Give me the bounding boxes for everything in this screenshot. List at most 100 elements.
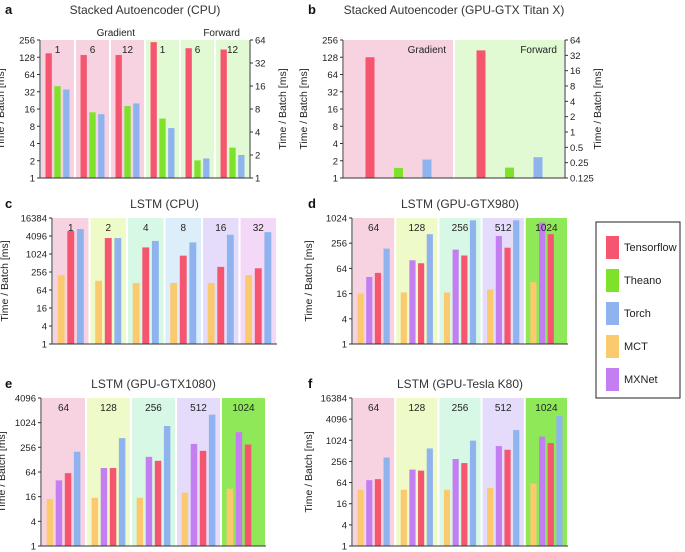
bar-torch xyxy=(469,220,477,344)
bar-torch xyxy=(114,238,122,344)
bar-torch xyxy=(63,89,70,178)
group-label: 1 xyxy=(160,45,166,56)
y-tick-label: 1024 xyxy=(15,418,36,429)
y-tick-label: 64 xyxy=(336,478,347,489)
bar-mxnet xyxy=(538,436,546,546)
y2-tick-label: 32 xyxy=(570,51,581,62)
y-tick-label: 64 xyxy=(25,468,36,479)
y-tick-label: 32 xyxy=(24,87,35,98)
bar-torch xyxy=(208,414,216,546)
group-label: 8 xyxy=(180,223,186,234)
bar-mct xyxy=(95,280,103,344)
bar-theano xyxy=(89,112,96,178)
panel-letter: b xyxy=(308,2,316,17)
y-tick-label: 64 xyxy=(36,286,47,297)
y-tick-label: 4096 xyxy=(15,394,36,405)
bar-tensorflow xyxy=(547,443,554,546)
y2-tick-label: 64 xyxy=(255,36,266,47)
y2-tick-label: 0.125 xyxy=(570,174,594,185)
group-label: 64 xyxy=(368,403,380,414)
bar-mxnet xyxy=(495,236,502,344)
group-label: 64 xyxy=(368,223,380,234)
y-tick-label: 4 xyxy=(31,517,36,528)
y-tick-label: 8 xyxy=(30,122,35,133)
y2-tick-label: 32 xyxy=(255,59,266,70)
bar-tensorflow xyxy=(185,48,192,178)
bar-tensorflow xyxy=(418,470,425,546)
y-axis-label: Time / Batch [ms] xyxy=(303,240,315,321)
legend-label: Torch xyxy=(624,308,651,320)
y-tick-label: 2 xyxy=(30,156,35,167)
y-axis-label: Time / Batch [ms] xyxy=(0,431,8,512)
bar-tensorflow xyxy=(461,255,468,344)
bar-mxnet xyxy=(495,446,502,546)
group-label: 64 xyxy=(58,403,70,414)
bar-theano xyxy=(505,167,514,178)
y-tick-label: 256 xyxy=(20,443,36,454)
group-label: 6 xyxy=(195,45,201,56)
bar-torch xyxy=(383,457,390,546)
bar-mct xyxy=(91,497,99,546)
group-label: 512 xyxy=(495,403,512,414)
y-tick-label: 16 xyxy=(327,105,338,116)
bar-tensorflow xyxy=(504,449,511,546)
group-label: 128 xyxy=(100,403,117,414)
y-tick-label: 1024 xyxy=(26,250,47,261)
bar-torch xyxy=(203,158,210,178)
panel-letter: c xyxy=(5,196,12,211)
y-tick-label: 16 xyxy=(336,289,347,300)
y-tick-label: 256 xyxy=(31,268,47,279)
bar-tensorflow xyxy=(504,247,511,344)
y-tick-label: 1 xyxy=(333,174,338,185)
bar-mxnet xyxy=(452,459,459,546)
bar-mct xyxy=(400,292,407,344)
bar-tensorflow xyxy=(142,247,150,344)
bar-mct xyxy=(443,292,451,344)
bar-torch xyxy=(168,128,175,178)
y-tick-label: 4096 xyxy=(326,415,347,426)
bar-tensorflow xyxy=(67,231,75,344)
panel-letter: e xyxy=(5,376,12,391)
bar-mxnet xyxy=(366,480,373,546)
y-tick-label: 16 xyxy=(36,304,47,315)
bar-tensorflow xyxy=(547,234,554,344)
group-label: 128 xyxy=(408,223,425,234)
group-label: 1024 xyxy=(232,403,255,414)
legend-swatch-mxnet xyxy=(606,368,619,391)
group-label: 16 xyxy=(215,223,227,234)
bar-theano xyxy=(54,86,61,178)
bar-tensorflow xyxy=(244,444,252,546)
y-tick-label: 64 xyxy=(336,264,347,275)
bar-torch xyxy=(98,114,105,178)
legend-label: MXNet xyxy=(624,374,658,386)
group-label: 256 xyxy=(145,403,162,414)
y-tick-label: 2 xyxy=(333,156,338,167)
bar-tensorflow xyxy=(374,272,382,344)
bar-torch xyxy=(118,438,126,546)
legend-label: Tensorflow xyxy=(624,242,677,254)
y-axis-label: Time / Batch [ms] xyxy=(298,68,310,149)
bar-mct xyxy=(487,487,494,546)
group-label: 12 xyxy=(227,45,239,56)
chart-panel-c: c LSTM (CPU) 1 2 4 8 16 32 1 4 16 64 256 1024 4096 1638… xyxy=(0,196,277,351)
y-tick-label: 16384 xyxy=(321,394,347,405)
bar-mxnet xyxy=(452,249,459,344)
legend-swatch-theano xyxy=(606,269,619,292)
bar-torch xyxy=(426,448,433,546)
bar-mct xyxy=(132,282,140,344)
bar-mxnet xyxy=(366,276,373,344)
y-tick-label: 256 xyxy=(331,239,347,250)
legend: Tensorflow Theano Torch MCT MXNet xyxy=(595,221,681,399)
legend-label: Theano xyxy=(624,275,661,287)
group-label: 256 xyxy=(452,223,469,234)
bar-tensorflow xyxy=(254,268,262,344)
y2-tick-label: 1 xyxy=(570,128,575,139)
y-tick-label: 4 xyxy=(42,322,47,333)
chart-title: LSTM (GPU-GTX1080) xyxy=(91,377,216,391)
group-label: 128 xyxy=(408,403,425,414)
chart-title: LSTM (CPU) xyxy=(130,197,199,211)
y-tick-label: 128 xyxy=(322,53,338,64)
bar-mct xyxy=(57,275,65,344)
bar-mct xyxy=(357,489,364,546)
bar-mct xyxy=(400,489,407,546)
